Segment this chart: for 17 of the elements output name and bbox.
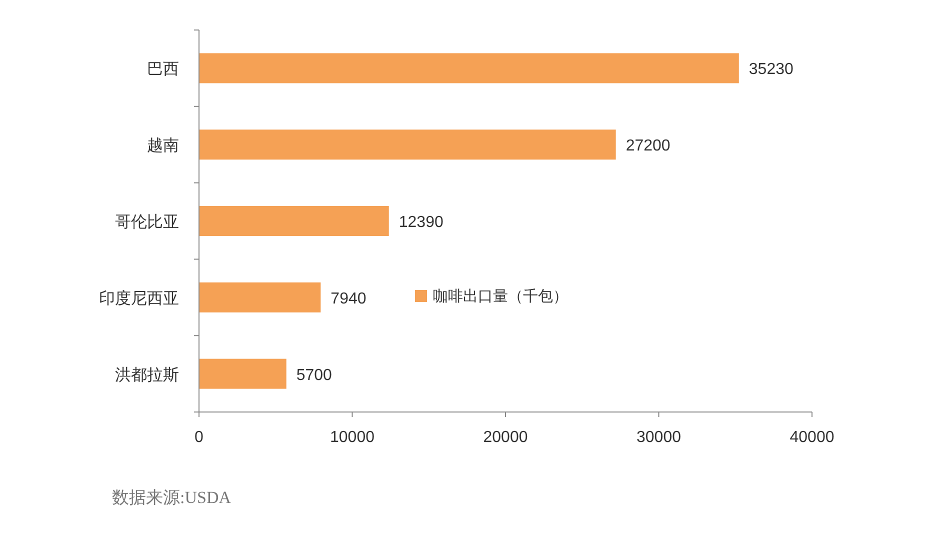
legend-label: 咖啡出口量（千包）: [433, 288, 568, 305]
y-tick-label: 越南: [147, 136, 179, 155]
y-tick-label: 印度尼西亚: [99, 289, 179, 308]
data-label: 12390: [398, 214, 444, 231]
y-tick-label: 巴西: [147, 61, 179, 78]
x-tick-label: 40000: [790, 429, 834, 446]
x-tick-label: 10000: [330, 429, 375, 446]
x-tick-label: 30000: [636, 429, 682, 446]
data-label: 5700: [296, 366, 332, 384]
x-tick-label: 20000: [483, 429, 528, 446]
y-tick-label: 哥伦比亚: [115, 213, 179, 231]
data-label: 27200: [626, 138, 670, 155]
x-tick-label: 0: [194, 429, 204, 446]
data-label: 7940: [330, 290, 366, 308]
y-tick-label: 洪都拉斯: [115, 366, 179, 384]
source-note: 数据来源:USDA: [112, 488, 232, 507]
data-label: 35230: [748, 61, 794, 78]
